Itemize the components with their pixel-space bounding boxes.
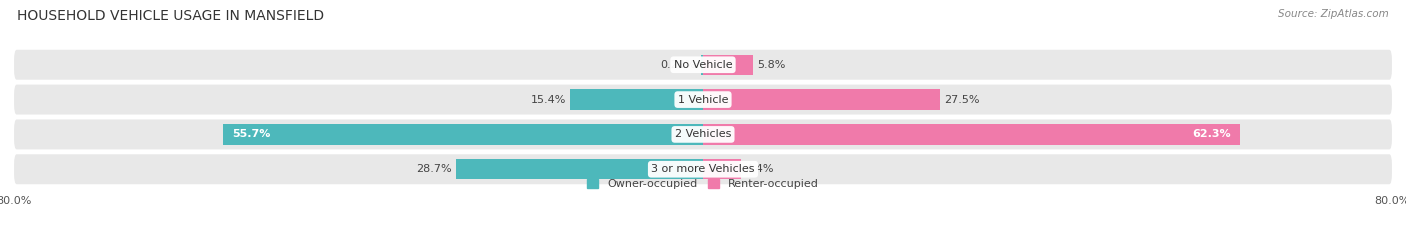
Bar [224, 124, 703, 145]
Bar [703, 124, 1240, 145]
Text: 28.7%: 28.7% [416, 164, 451, 174]
Text: 4.4%: 4.4% [745, 164, 773, 174]
Bar [456, 159, 703, 179]
Text: 3 or more Vehicles: 3 or more Vehicles [651, 164, 755, 174]
Bar [703, 159, 741, 179]
Text: HOUSEHOLD VEHICLE USAGE IN MANSFIELD: HOUSEHOLD VEHICLE USAGE IN MANSFIELD [17, 9, 323, 23]
Text: 27.5%: 27.5% [945, 95, 980, 105]
Text: 5.8%: 5.8% [758, 60, 786, 70]
Bar [703, 89, 939, 110]
Bar [703, 55, 754, 75]
Text: 15.4%: 15.4% [530, 95, 567, 105]
Text: No Vehicle: No Vehicle [673, 60, 733, 70]
Bar [571, 89, 703, 110]
Text: 0.29%: 0.29% [661, 60, 696, 70]
FancyBboxPatch shape [14, 154, 1392, 184]
Bar [700, 55, 703, 75]
Text: 62.3%: 62.3% [1192, 129, 1230, 139]
Text: 1 Vehicle: 1 Vehicle [678, 95, 728, 105]
Legend: Owner-occupied, Renter-occupied: Owner-occupied, Renter-occupied [586, 179, 820, 189]
Text: 2 Vehicles: 2 Vehicles [675, 129, 731, 139]
FancyBboxPatch shape [14, 119, 1392, 149]
Text: 55.7%: 55.7% [232, 129, 270, 139]
Text: Source: ZipAtlas.com: Source: ZipAtlas.com [1278, 9, 1389, 19]
FancyBboxPatch shape [14, 85, 1392, 115]
FancyBboxPatch shape [14, 50, 1392, 80]
